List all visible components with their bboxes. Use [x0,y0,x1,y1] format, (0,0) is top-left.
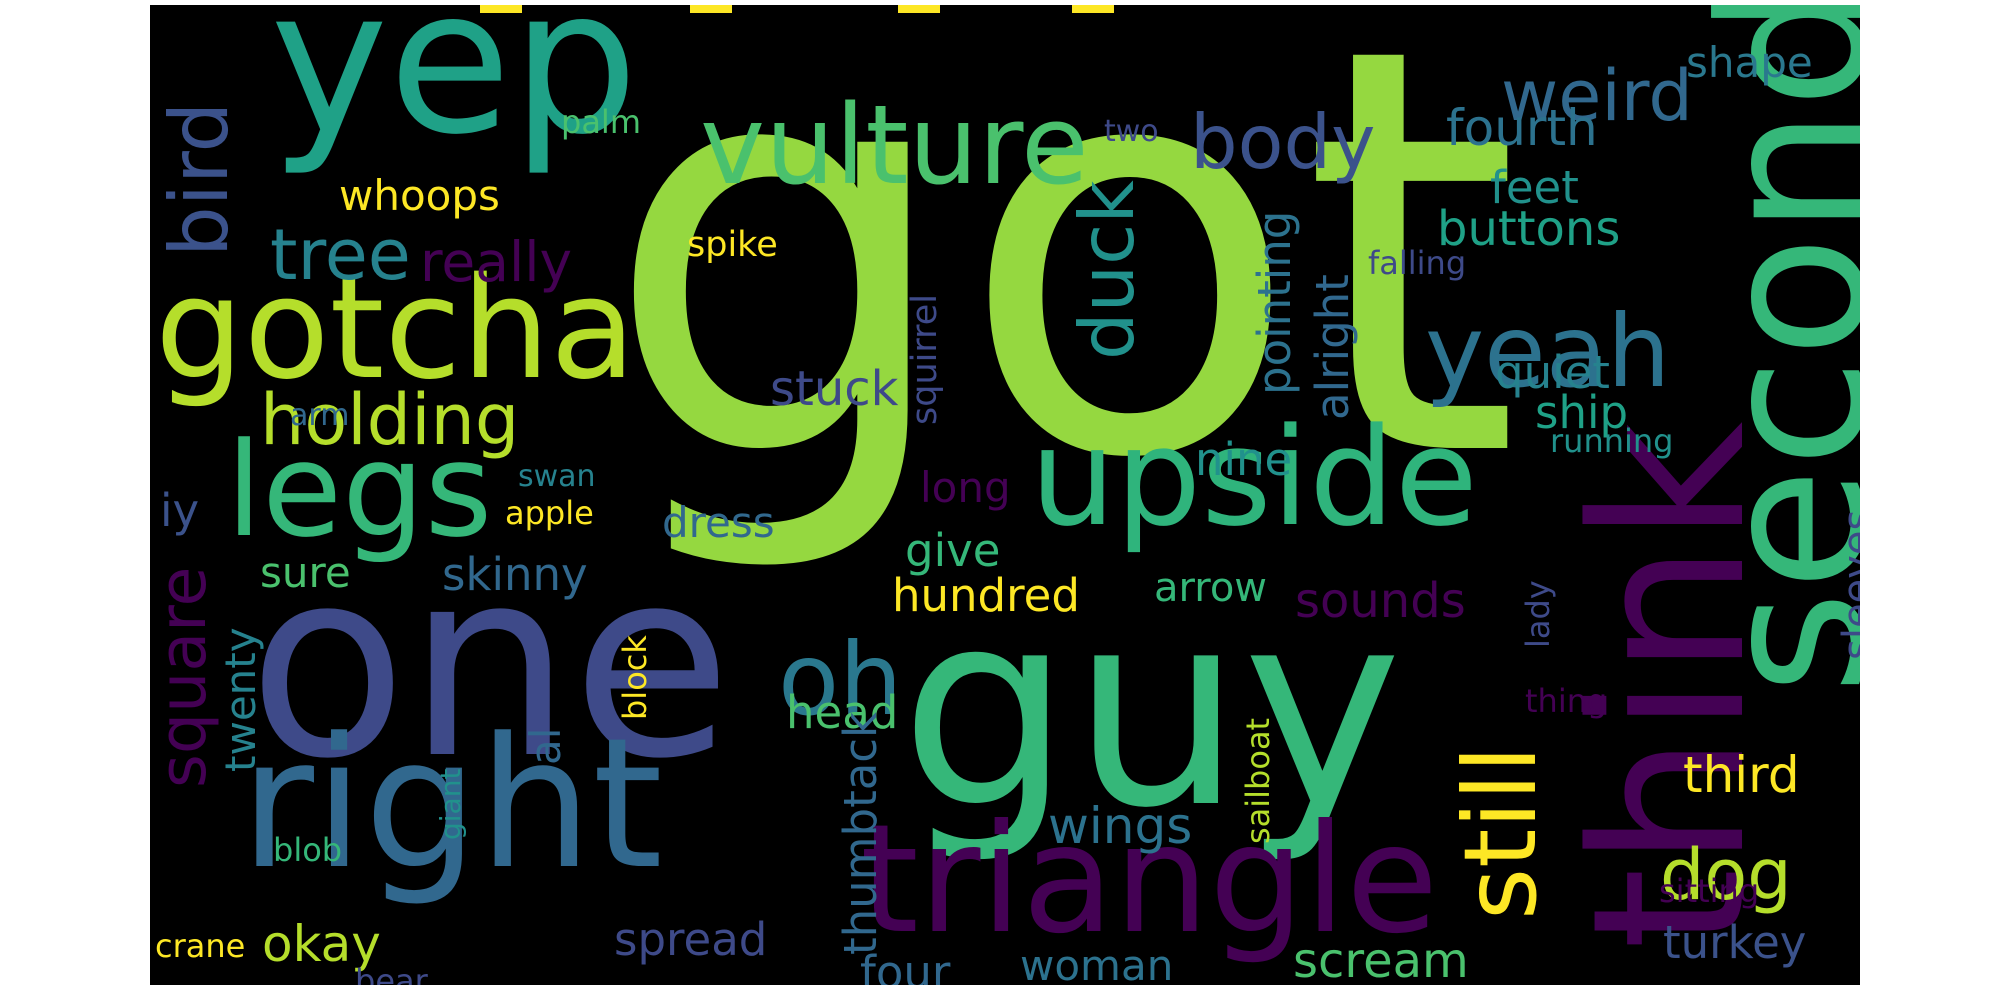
word-sailboat: sailboat [1239,717,1277,844]
word-apple: apple [505,494,594,532]
word-twenty: twenty [216,627,265,772]
word-arrow: arrow [1154,565,1268,611]
word-spike: spike [687,225,778,265]
word-thing: thing [1525,682,1608,720]
word-really: really [420,230,573,294]
word-yep: yep [270,5,639,179]
word-pointing: pointing [1248,210,1301,395]
word-lady: lady [1519,580,1557,648]
word-giant: giant [434,768,467,840]
word-upside: upside [1030,399,1478,556]
word-gotcha: gotcha [155,248,636,411]
word-falling: falling [1368,244,1467,282]
cropped-glyph-top [1072,5,1114,13]
word-crane: crane [155,927,246,965]
cropped-glyph-top [898,5,940,13]
word-right: right [240,700,663,909]
word-still: still [1442,745,1559,920]
word-got: got [603,5,1521,581]
word-triangle: triangle [860,793,1439,967]
word-okay: okay [262,915,381,973]
word-stuck: stuck [770,361,899,417]
word-two: two [1104,114,1159,149]
word-vulture: vulture [700,81,1089,209]
word-tree: tree [270,214,411,296]
word-turkey: turkey [1663,916,1807,969]
word-blob: blob [273,831,343,869]
word-scream: scream [1293,933,1469,985]
word-sure: sure [260,548,351,597]
word-third: third [1683,746,1800,804]
word-give: give [905,524,1001,577]
word-cloud: got one guy yep right think second triangle gotc… [150,5,1860,985]
word-sleeves: sleeves [1835,509,1860,660]
cropped-glyph-top [480,5,522,13]
word-block: block [616,635,654,720]
word-ship: ship [1535,386,1629,439]
word-feet: feet [1490,161,1579,214]
word-fourth: fourth [1446,99,1598,157]
word-palm: palm [561,103,641,141]
word-bird: bird [153,101,246,257]
word-swan: swan [518,459,596,494]
word-hundred: hundred [892,569,1080,622]
word-head: head [786,686,899,739]
word-arm: arm [290,398,350,433]
word-spread: spread [614,913,768,966]
word-wings: wings [1048,797,1193,855]
word-iy: iy [160,484,200,537]
word-guy: guy [900,552,1403,867]
cropped-glyph-top [690,5,732,13]
word-square: square [150,566,221,788]
word-bear: bear [355,962,428,985]
word-four: four [860,946,951,985]
word-oh: oh [778,621,903,738]
word-quiet: quiet [1495,346,1610,399]
word-al: al [521,727,570,765]
word-legs: legs [226,414,493,566]
word-dog: dog [1660,834,1792,916]
word-yeah: yeah [1425,293,1671,410]
word-alright: alright [1306,274,1359,420]
word-thumbtack: thumbtack [834,711,887,955]
word-buttons: buttons [1437,201,1621,257]
word-squirrel: squirrel [905,293,945,425]
word-one: one [248,514,732,816]
word-holding: holding [260,379,520,461]
word-woman: woman [1020,941,1174,986]
word-shape: shape [1686,38,1813,87]
word-sitting: sitting [1659,872,1760,910]
word-skinny: skinny [442,548,588,601]
word-nine: nine [1195,433,1293,486]
word-whoops: whoops [339,171,500,220]
word-body: body [1190,98,1376,186]
word-running: running [1550,422,1674,460]
word-dress: dress [662,498,775,547]
word-duck: duck [1063,180,1151,360]
word-weird: weird [1501,55,1693,137]
word-long: long [920,463,1011,512]
word-sounds: sounds [1295,573,1466,629]
